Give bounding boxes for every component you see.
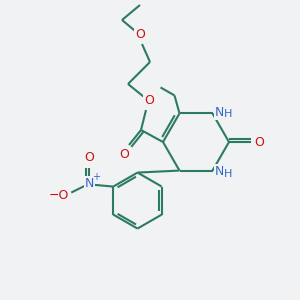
Text: N: N: [85, 177, 94, 190]
Text: H: H: [224, 110, 233, 119]
Text: O: O: [144, 94, 154, 107]
Text: O: O: [84, 151, 94, 164]
Text: +: +: [92, 172, 100, 182]
Text: −O: −O: [49, 189, 69, 202]
Text: N: N: [215, 165, 224, 178]
Text: H: H: [224, 169, 233, 178]
Text: O: O: [135, 28, 145, 41]
Text: N: N: [215, 106, 224, 119]
Text: O: O: [254, 136, 264, 148]
Text: O: O: [119, 148, 129, 160]
